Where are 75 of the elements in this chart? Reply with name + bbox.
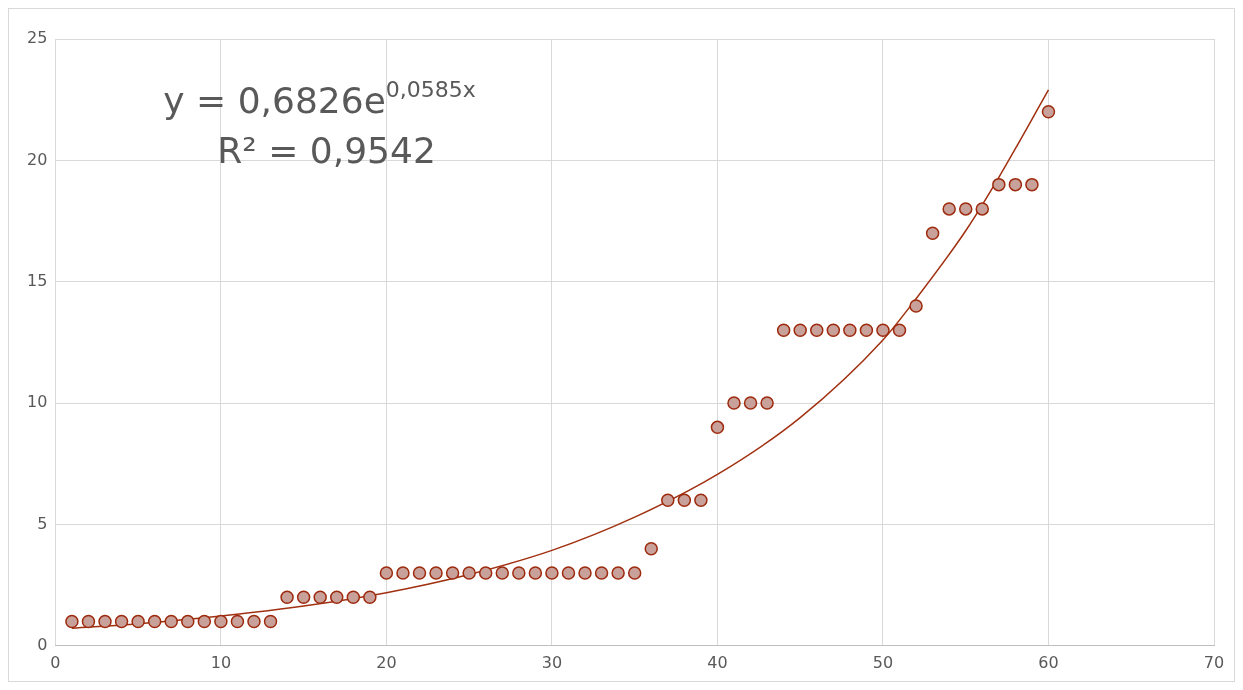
y-tick-label: 5 [37, 513, 48, 533]
x-tick-label: 10 [210, 652, 232, 672]
point [975, 202, 990, 216]
point [611, 566, 625, 580]
point [462, 566, 476, 580]
point [992, 177, 1006, 192]
point [197, 614, 212, 629]
point [478, 566, 493, 580]
point [379, 566, 394, 580]
point [296, 590, 311, 605]
annotation: R² = 0,9542 [217, 130, 436, 171]
point [694, 493, 708, 507]
point [445, 566, 460, 580]
point [346, 590, 361, 605]
point [942, 202, 956, 216]
point [98, 614, 112, 629]
point [677, 493, 692, 507]
point [147, 614, 162, 629]
point [892, 323, 907, 338]
y-tick-label: 15 [27, 270, 48, 290]
point [594, 566, 609, 580]
point [859, 323, 874, 338]
point [710, 420, 725, 435]
x-tick-label: 40 [707, 652, 728, 672]
point [578, 566, 592, 580]
point [1025, 177, 1039, 192]
point [810, 323, 824, 338]
point [313, 590, 327, 605]
point [909, 299, 923, 313]
point [644, 541, 658, 556]
point [263, 614, 278, 629]
x-tick-label: 20 [376, 652, 397, 672]
point [495, 566, 510, 580]
x-tick-label: 0 [50, 652, 61, 672]
point [743, 396, 758, 410]
point [230, 614, 245, 629]
point [925, 226, 940, 240]
point [329, 590, 344, 605]
point [131, 614, 145, 629]
point [627, 566, 642, 580]
point [114, 614, 129, 629]
point [214, 614, 228, 629]
point [727, 396, 741, 410]
y-tick-label: 0 [37, 634, 48, 654]
point [363, 590, 377, 605]
point [876, 323, 890, 338]
point [512, 566, 526, 580]
point [1008, 177, 1023, 192]
point [65, 614, 79, 629]
point [81, 614, 96, 629]
y-tick-label: 10 [27, 392, 48, 412]
point [528, 566, 543, 580]
point [661, 493, 675, 507]
y-tick-label: 20 [27, 149, 48, 169]
point [561, 566, 576, 580]
point [1041, 105, 1056, 119]
point [247, 614, 261, 629]
y-tick-label: 25 [27, 28, 48, 48]
point [760, 396, 774, 410]
x-tick-label: 60 [1038, 652, 1059, 672]
point [396, 566, 410, 580]
point [793, 323, 807, 338]
point [826, 323, 841, 338]
point [164, 614, 178, 629]
point [280, 590, 294, 605]
point [958, 202, 973, 216]
x-tick-label: 30 [541, 652, 563, 672]
point [776, 323, 791, 338]
point [545, 566, 559, 580]
point [843, 323, 857, 338]
point [181, 614, 195, 629]
x-tick-label: 50 [872, 652, 894, 672]
point [429, 566, 443, 580]
x-tick-label: 70 [1203, 652, 1225, 672]
point [412, 566, 427, 580]
